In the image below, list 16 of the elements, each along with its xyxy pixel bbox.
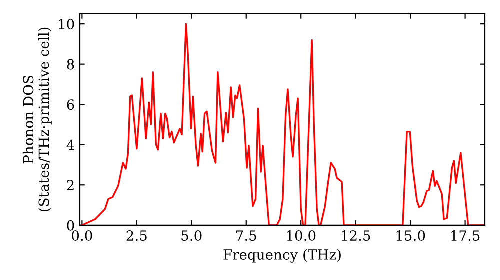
x-tick-label: 10.0 [287,230,316,242]
y-tick-label: 0 [67,220,74,231]
y-tick-label: 8 [67,59,74,70]
y-tick-label: 10 [59,19,74,30]
x-tick-label: 2.5 [126,230,147,242]
x-axis-title: Frequency (THz) [224,249,341,263]
x-tick-label: 7.5 [236,230,256,242]
y-axis-title: Phonon DOS (States/THz·primitive cell) [22,28,52,212]
x-tick-label: 12.5 [342,230,370,242]
x-tick-label: 15.0 [396,230,426,242]
x-tick-label: 0.0 [72,230,92,242]
y-tick-label: 2 [67,180,74,190]
x-tick-label: 5.0 [182,230,202,242]
y-tick-label: 4 [66,140,74,150]
x-tick-label: 17.5 [452,230,480,242]
y-tick-label: 6 [67,100,74,110]
